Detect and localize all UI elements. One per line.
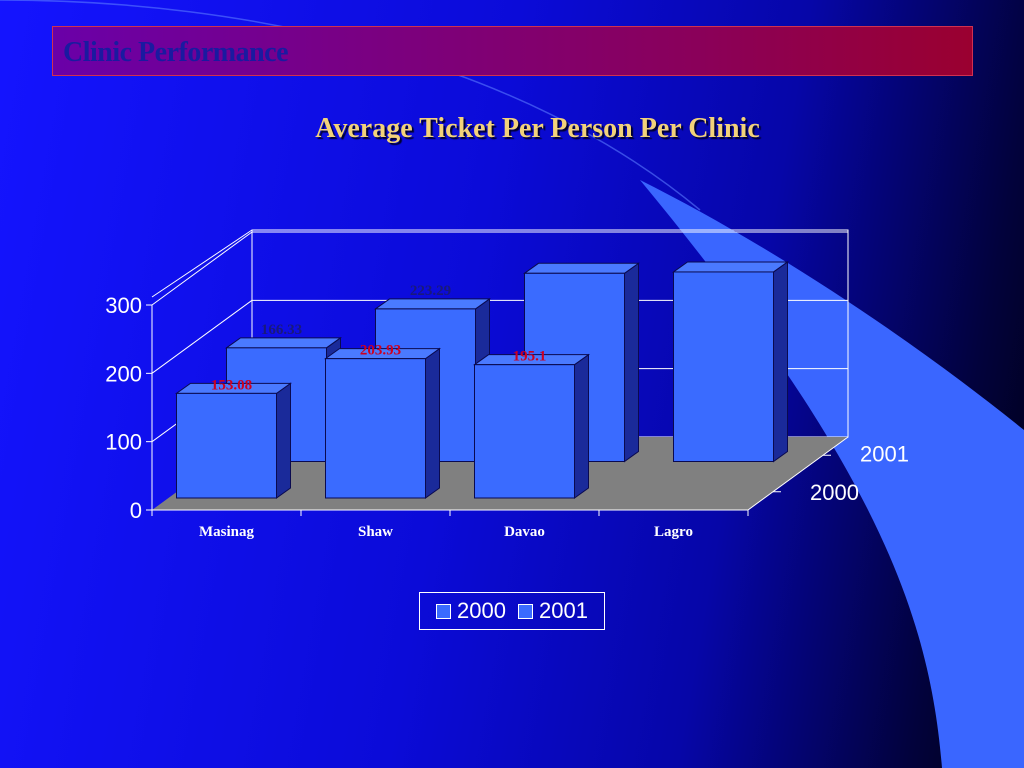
- bar-2001-lagro: [671, 260, 790, 463]
- legend-item-2001: 2001: [518, 598, 588, 624]
- chart-title: Average Ticket Per Person Per Clinic: [315, 113, 760, 144]
- bar-2001-lagro-side: [773, 260, 788, 463]
- legend-item-2000: 2000: [436, 598, 506, 624]
- data-label-2000: 153.08: [211, 377, 252, 393]
- bar-2000-masinag: [174, 382, 293, 499]
- bar-2000-shaw-front: [325, 358, 426, 499]
- bar-2000-davao-front: [474, 364, 575, 499]
- bar-2001-masinag-top: [224, 337, 343, 349]
- bar-2000-shaw-side: [425, 347, 440, 499]
- legend-swatch-2001: [518, 603, 533, 619]
- bar-2000-masinag-side: [276, 382, 291, 499]
- slide-title: Clinic Performance: [63, 37, 289, 68]
- legend-label-2001: 2001: [539, 598, 588, 623]
- side-gridline: [151, 231, 253, 306]
- x-tick-label: Davao: [504, 524, 545, 540]
- legend-label-2000: 2000: [457, 598, 506, 623]
- depth-tick-label: 2001: [860, 442, 909, 467]
- y-tick-label: 0: [130, 498, 142, 523]
- x-tick-label: Masinag: [199, 524, 255, 540]
- bar-2001-davao-side: [624, 262, 639, 463]
- data-label-2000: 203.93: [360, 343, 401, 359]
- header-bar: Clinic Performance: [52, 26, 973, 76]
- data-label-2001: 166.33: [261, 322, 302, 338]
- side-wall-top-edge: [151, 229, 253, 298]
- bar-2001-lagro-front: [673, 271, 774, 462]
- legend-swatch-2000: [436, 603, 452, 619]
- data-label-2001: 223.29: [410, 283, 451, 299]
- bar-2001-davao-top: [522, 262, 641, 274]
- bar-2000-masinag-front: [176, 392, 277, 499]
- bar-2001-shaw-top: [373, 298, 492, 310]
- depth-tick-label: 2000: [810, 480, 859, 505]
- bar-2001-lagro-top: [671, 261, 790, 273]
- bar-2000-davao: [472, 353, 591, 499]
- bar-2000-davao-side: [574, 353, 589, 499]
- y-tick-label: 300: [105, 293, 142, 318]
- x-tick-label: Lagro: [654, 524, 693, 540]
- x-tick-label: Shaw: [358, 524, 393, 540]
- data-label-2000: 195.1: [513, 349, 547, 365]
- depth-axis-line: [747, 436, 849, 511]
- y-tick-label: 200: [105, 361, 142, 386]
- legend: 2000 2001: [419, 592, 605, 630]
- bar-2000-shaw: [323, 347, 442, 499]
- decorative-swoosh: [640, 180, 1024, 768]
- side-gridline: [151, 299, 253, 374]
- y-tick-label: 100: [105, 430, 142, 455]
